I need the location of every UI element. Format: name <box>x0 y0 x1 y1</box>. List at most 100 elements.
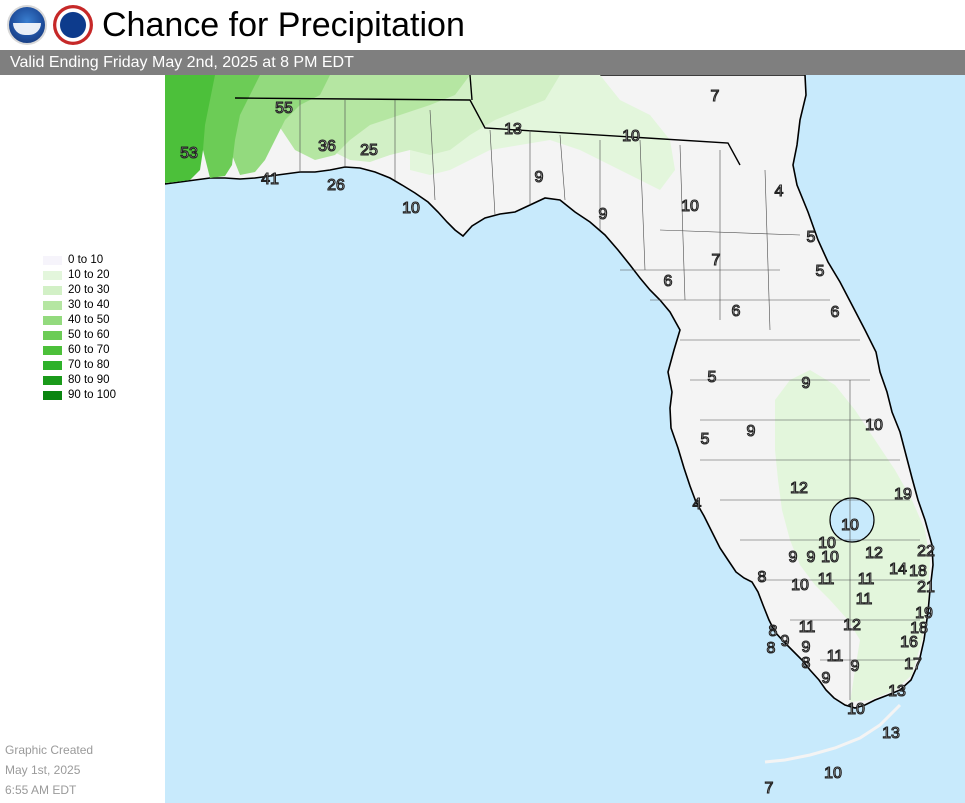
precip-value-label: 55 <box>275 100 293 117</box>
precip-value-label: 11 <box>799 619 816 636</box>
legend-label: 20 to 30 <box>68 284 110 296</box>
legend-item: 80 to 90 <box>43 373 153 388</box>
state-line-al-ga <box>469 75 473 101</box>
nws-logo-icon <box>53 5 93 45</box>
precip-value-label: 14 <box>889 561 907 578</box>
legend-item: 60 to 70 <box>43 343 153 358</box>
legend-item: 70 to 80 <box>43 358 153 373</box>
precip-value-label: 12 <box>865 545 883 562</box>
precip-value-label: 10 <box>681 198 699 215</box>
legend-label: 0 to 10 <box>68 254 104 266</box>
precip-value-label: 9 <box>802 639 811 656</box>
florida-keys <box>764 703 902 764</box>
legend-item: 50 to 60 <box>43 328 153 343</box>
precip-value-label: 9 <box>807 549 816 566</box>
precip-value-label: 6 <box>664 273 673 290</box>
precip-value-label: 11 <box>856 591 873 608</box>
precip-value-label: 36 <box>318 138 336 155</box>
precip-value-label: 4 <box>775 183 784 200</box>
created-time: 6:55 AM EDT <box>5 783 77 797</box>
legend-label: 80 to 90 <box>68 374 110 386</box>
precip-value-label: 13 <box>504 121 522 138</box>
precip-value-label: 18 <box>910 620 928 637</box>
precip-value-label: 26 <box>327 177 345 194</box>
legend-item: 10 to 20 <box>43 268 153 283</box>
county-lines <box>299 100 925 700</box>
precip-value-label: 10 <box>791 577 809 594</box>
precip-value-label: 9 <box>802 375 811 392</box>
precip-value-label: 18 <box>909 563 927 580</box>
legend-swatch <box>43 331 62 340</box>
precip-value-label: 5 <box>807 229 816 246</box>
legend-swatch <box>43 361 62 370</box>
precip-value-label: 10 <box>865 417 883 434</box>
legend-label: 30 to 40 <box>68 299 110 311</box>
precip-50-60 <box>200 75 260 178</box>
precip-value-label: 12 <box>790 480 808 497</box>
precip-value-label: 8 <box>802 655 811 672</box>
legend: 0 to 10 10 to 20 20 to 30 30 to 40 40 to 50 5… <box>43 253 153 403</box>
precip-value-label: 10 <box>818 535 836 552</box>
precip-value-label: 13 <box>882 725 900 742</box>
precip-value-label: 8 <box>769 623 778 640</box>
precip-value-label: 9 <box>789 549 798 566</box>
legend-item: 40 to 50 <box>43 313 153 328</box>
legend-swatch <box>43 271 62 280</box>
noaa-logo-icon <box>7 5 47 45</box>
header: Chance for Precipitation <box>0 0 965 50</box>
precip-value-label: 41 <box>261 171 279 188</box>
lake-okeechobee <box>829 497 875 543</box>
legend-label: 90 to 100 <box>68 389 116 401</box>
precip-60-70 <box>165 75 215 183</box>
legend-swatch <box>43 286 62 295</box>
florida-land <box>165 75 934 709</box>
legend-item: 90 to 100 <box>43 388 153 403</box>
precip-value-label: 19 <box>894 486 912 503</box>
legend-swatch <box>43 391 62 400</box>
precip-value-label: 11 <box>818 571 835 588</box>
precip-value-label: 6 <box>732 303 741 320</box>
precip-value-label: 12 <box>843 617 861 634</box>
graphic-created: Graphic Created May 1st, 2025 6:55 AM ED… <box>5 740 93 800</box>
precip-value-label: 10 <box>402 200 420 217</box>
precip-value-label: 10 <box>821 549 839 566</box>
state-line-al-fl <box>234 97 741 166</box>
precip-value-label: 53 <box>180 145 198 162</box>
precip-value-label: 17 <box>904 656 922 673</box>
precip-value-label: 10 <box>824 765 842 782</box>
precip-value-label: 22 <box>917 543 935 560</box>
precip-value-label: 9 <box>822 670 831 687</box>
legend-label: 60 to 70 <box>68 344 110 356</box>
precip-value-label: 21 <box>917 579 935 596</box>
legend-swatch <box>43 376 62 385</box>
precip-value-label: 9 <box>781 633 790 650</box>
precip-value-label: 6 <box>831 304 840 321</box>
precip-value-label: 4 <box>693 496 702 513</box>
precip-value-label: 9 <box>599 206 608 223</box>
precip-value-label: 7 <box>711 88 720 105</box>
precip-value-label: 9 <box>535 169 544 186</box>
precip-value-label: 7 <box>765 780 774 797</box>
precip-value-label: 25 <box>360 142 378 159</box>
legend-swatch <box>43 316 62 325</box>
precip-value-label: 8 <box>758 569 767 586</box>
precip-value-label: 5 <box>816 263 825 280</box>
precip-value-label: 11 <box>827 648 844 665</box>
legend-item: 30 to 40 <box>43 298 153 313</box>
legend-label: 10 to 20 <box>68 269 110 281</box>
precip-value-label: 10 <box>847 701 865 718</box>
page-title: Chance for Precipitation <box>102 6 465 44</box>
precip-value-label: 10 <box>622 128 640 145</box>
precip-value-label: 9 <box>851 658 860 675</box>
legend-swatch <box>43 301 62 310</box>
precip-value-label: 5 <box>708 369 717 386</box>
valid-time-bar: Valid Ending Friday May 2nd, 2025 at 8 P… <box>0 50 965 75</box>
precip-value-label: 19 <box>915 605 933 622</box>
legend-swatch <box>43 346 62 355</box>
precip-value-label: 7 <box>712 252 721 269</box>
precip-value-label: 10 <box>841 517 859 534</box>
precip-value-label: 16 <box>900 634 918 651</box>
legend-swatch <box>43 256 62 265</box>
